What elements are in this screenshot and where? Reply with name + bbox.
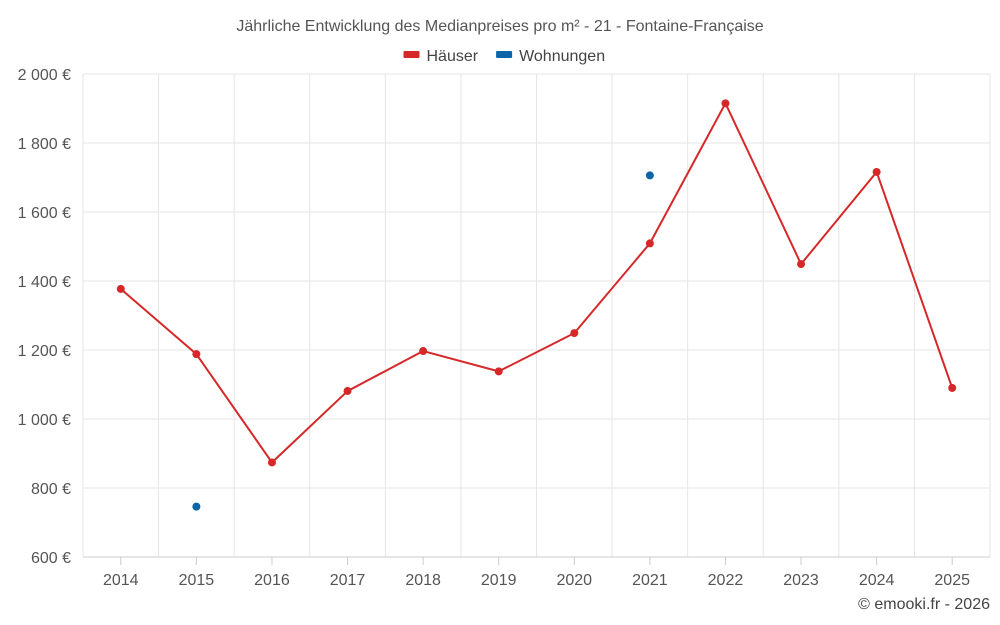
legend-swatch [496, 51, 513, 58]
data-point-h-user [872, 167, 881, 176]
series-line-h-user [120, 102, 954, 464]
y-axis: 600 € 800 € 1 000 € 1 200 € 1 400 € 1 600 € 1 … [18, 67, 71, 567]
y-tick-label: 1 200 € [18, 343, 71, 360]
x-tick-label: 2022 [708, 572, 744, 589]
x-tick-label: 2021 [632, 572, 668, 589]
legend: Häuser Wohnungen [403, 48, 605, 65]
data-point-h-user [419, 347, 428, 356]
data-point-h-user [645, 239, 654, 248]
x-tick-label: 2017 [330, 572, 366, 589]
x-tick-label: 2014 [103, 572, 139, 589]
data-point-h-user [267, 458, 276, 467]
data-point-h-user [343, 387, 352, 396]
data-point-h-user [948, 383, 957, 392]
y-tick-label: 600 € [31, 550, 71, 567]
data-point-h-user [116, 284, 125, 293]
x-axis: 2014 2015 2016 2017 2018 2019 2020 2021 2022 2023… [103, 557, 970, 589]
x-tick-label: 2024 [859, 572, 895, 589]
legend-label: Wohnungen [519, 48, 605, 65]
data-point-h-user [721, 99, 730, 108]
legend-label: Häuser [427, 48, 479, 65]
x-tick-label: 2020 [556, 572, 592, 589]
credit-text: © emooki.fr - 2026 [858, 596, 990, 613]
grid [82, 73, 991, 558]
data-point-h-user [570, 329, 579, 338]
x-tick-label: 2019 [481, 572, 517, 589]
y-tick-label: 1 800 € [18, 136, 71, 153]
y-tick-label: 1 600 € [18, 205, 71, 222]
data-point-wohnungen [645, 171, 654, 180]
x-tick-label: 2016 [254, 572, 290, 589]
y-tick-label: 1 400 € [18, 274, 71, 291]
data-point-h-user [192, 350, 201, 359]
data-point-h-user [494, 367, 503, 376]
legend-swatch [403, 51, 420, 58]
chart-title: Jährliche Entwicklung des Medianpreises … [236, 18, 763, 35]
x-tick-label: 2025 [934, 572, 970, 589]
data-point-wohnungen [192, 502, 201, 511]
data-point-h-user [797, 260, 806, 269]
x-tick-label: 2015 [179, 572, 215, 589]
y-tick-label: 1 000 € [18, 412, 71, 429]
y-tick-label: 800 € [31, 481, 71, 498]
y-tick-label: 2 000 € [18, 67, 71, 84]
series-layer [116, 99, 957, 511]
x-tick-label: 2018 [405, 572, 441, 589]
x-tick-label: 2023 [783, 572, 819, 589]
